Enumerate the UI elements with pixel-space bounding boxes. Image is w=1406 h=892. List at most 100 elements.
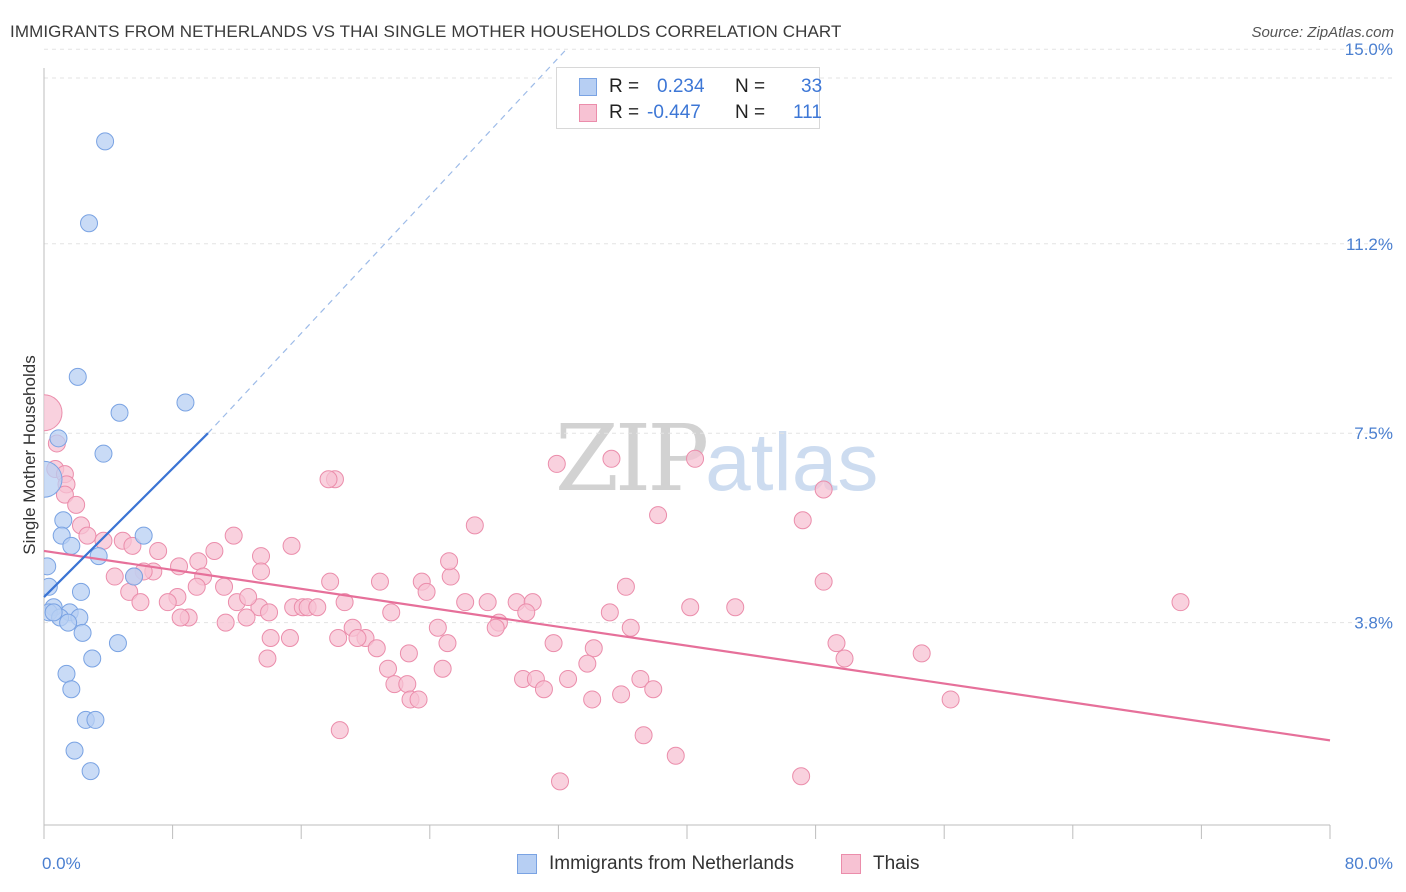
point-thais	[252, 547, 271, 566]
r-value: -0.447	[647, 102, 701, 123]
point-thais	[67, 495, 86, 514]
point-thais	[814, 572, 833, 591]
point-thais	[583, 690, 602, 709]
point-thais	[370, 572, 389, 591]
point-thais	[478, 593, 497, 612]
point-netherlands	[44, 557, 57, 576]
r-value: 0.234	[657, 76, 705, 97]
point-thais	[260, 603, 279, 622]
y-axis-label: Single Mother Households	[20, 355, 39, 555]
stats-legend: R = 0.234 N = 33 R = -0.447 N = 111	[556, 67, 822, 129]
point-thais	[94, 531, 113, 550]
point-netherlands	[57, 664, 76, 683]
point-netherlands	[62, 680, 81, 699]
point-thais	[261, 629, 280, 647]
point-thais	[239, 588, 258, 607]
point-thais	[600, 603, 619, 622]
point-thais	[551, 772, 570, 791]
point-netherlands	[68, 367, 87, 386]
point-thais	[187, 577, 206, 596]
point-thais	[649, 506, 668, 525]
point-netherlands	[125, 567, 144, 586]
point-thais	[123, 536, 142, 555]
point-thais	[131, 593, 150, 612]
point-thais	[440, 552, 459, 571]
point-thais	[280, 629, 299, 647]
point-netherlands	[96, 132, 115, 151]
y-tick-label: 3.8%	[1354, 614, 1393, 633]
point-thais	[547, 454, 566, 473]
point-thais	[433, 659, 452, 678]
n-label: N =	[735, 102, 766, 123]
point-thais	[189, 552, 208, 571]
trend-line-thais	[43, 549, 1331, 742]
y-tick-label: 15.0%	[1345, 40, 1393, 59]
point-thais	[941, 690, 960, 709]
point-thais	[158, 593, 177, 612]
point-thais	[78, 526, 97, 545]
point-thais	[149, 541, 168, 560]
watermark-atlas: atlas	[705, 417, 879, 508]
point-thais	[335, 593, 354, 612]
watermark: ZIPatlas	[555, 405, 878, 512]
point-thais	[205, 541, 224, 560]
point-thais	[534, 680, 553, 699]
point-thais	[216, 613, 235, 632]
legend-label: Immigrants from Netherlands	[549, 853, 794, 874]
point-netherlands	[49, 429, 68, 448]
legend-swatch-blue	[579, 78, 597, 96]
point-netherlands	[44, 460, 63, 498]
point-thais	[237, 608, 256, 627]
point-thais	[559, 669, 578, 688]
point-netherlands	[86, 710, 105, 729]
point-netherlands	[65, 741, 84, 760]
point-thais	[912, 644, 931, 663]
point-thais	[631, 669, 650, 688]
point-netherlands	[94, 444, 113, 463]
point-thais	[438, 634, 457, 653]
point-thais	[319, 470, 338, 489]
n-label: N =	[735, 76, 766, 97]
legend-swatch-pink	[579, 104, 597, 122]
point-netherlands	[89, 547, 108, 566]
source-attribution: Source: ZipAtlas.com	[1251, 24, 1394, 41]
point-netherlands	[44, 603, 63, 622]
point-thais	[827, 634, 846, 653]
point-thais	[55, 485, 74, 504]
point-thais	[456, 593, 475, 612]
point-thais	[399, 644, 418, 663]
point-netherlands	[71, 582, 90, 601]
point-thais	[367, 639, 386, 658]
point-thais	[726, 598, 745, 617]
point-netherlands	[108, 634, 127, 653]
point-thais	[666, 746, 685, 765]
point-thais	[486, 618, 505, 637]
point-netherlands	[134, 526, 153, 545]
point-netherlands	[44, 577, 58, 596]
r-label: R =	[609, 102, 640, 123]
point-thais	[1171, 593, 1190, 612]
point-thais	[330, 721, 349, 740]
y-tick-label: 7.5%	[1354, 424, 1393, 443]
point-thais	[379, 659, 398, 678]
point-thais	[612, 685, 631, 704]
point-thais	[409, 690, 428, 709]
point-netherlands	[80, 214, 99, 233]
point-thais	[814, 480, 833, 499]
r-label: R =	[609, 76, 640, 97]
point-thais	[634, 726, 653, 745]
point-thais	[544, 634, 563, 653]
legend-swatch-blue	[517, 854, 537, 874]
trend-line-netherlands	[43, 432, 209, 598]
chart-title: IMMIGRANTS FROM NETHERLANDS VS THAI SING…	[10, 22, 842, 41]
trend-line-netherlands-extrapolated	[207, 48, 567, 434]
point-thais	[329, 629, 348, 647]
point-thais	[686, 449, 705, 468]
point-thais	[171, 608, 190, 627]
point-thais	[105, 567, 124, 586]
point-thais	[258, 649, 277, 668]
watermark-zip: ZIP	[555, 405, 709, 512]
point-thais	[252, 562, 271, 581]
point-thais	[578, 654, 597, 673]
